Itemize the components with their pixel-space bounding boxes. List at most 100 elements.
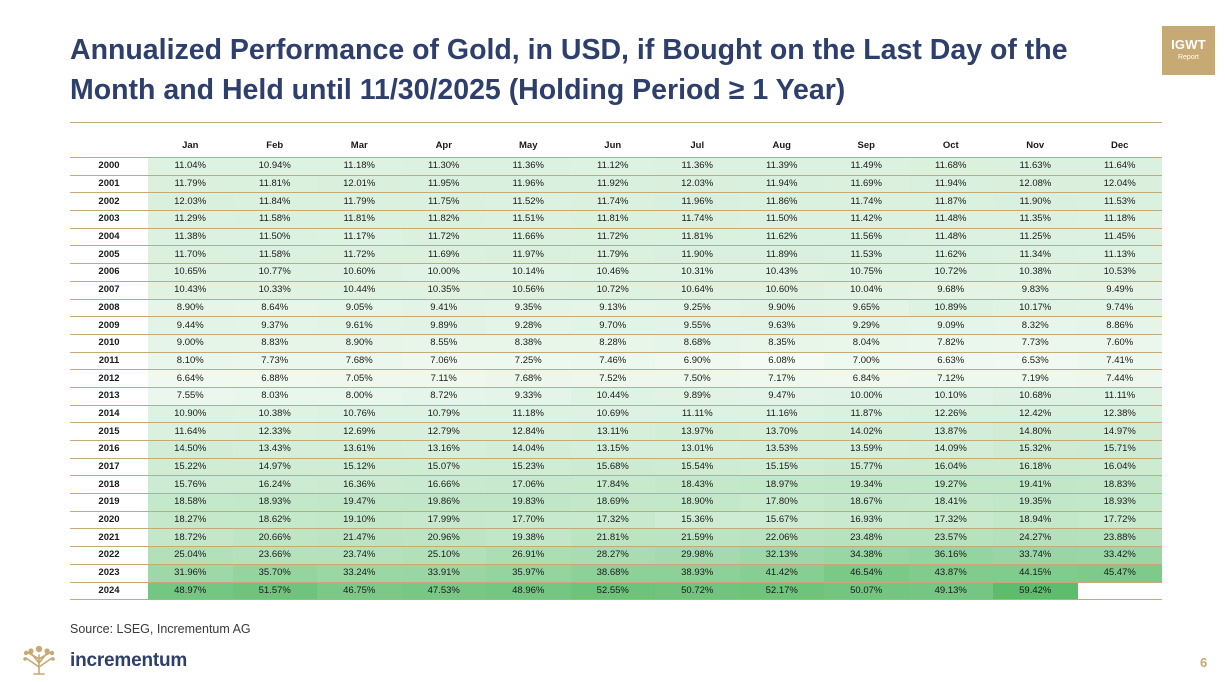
heatmap-cell-2013-dec: 11.11%: [1077, 387, 1162, 406]
heatmap-cell-2014-apr: 10.79%: [401, 405, 486, 424]
heatmap-cell-2014-mar: 10.76%: [317, 405, 402, 424]
heatmap-cell-2006-oct: 10.72%: [908, 263, 993, 282]
heatmap-cell-2004-sep: 11.56%: [824, 228, 909, 247]
heatmap-cell-2004-may: 11.66%: [486, 228, 571, 247]
heatmap-cell-2005-dec: 11.13%: [1077, 245, 1162, 265]
heatmap-cell-2021-mar: 21.47%: [317, 528, 402, 548]
heatmap-row-2010: 2010 9.00% 8.83% 8.90% 8.55% 8.38% 8.28% 8.68% 8…: [70, 334, 1162, 353]
heatmap-cell-2006-mar: 10.60%: [317, 263, 402, 282]
heatmap-cell-2021-jul: 21.59%: [655, 528, 740, 548]
year-label-2001: 2001: [70, 175, 148, 194]
heatmap-row-2005: 2005 11.70% 11.58% 11.72% 11.69% 11.97% 11.79%…: [70, 245, 1162, 265]
heatmap-cell-2015-sep: 14.02%: [824, 422, 909, 441]
heatmap-cell-2015-aug: 13.70%: [739, 422, 824, 441]
heatmap-cell-2011-jul: 6.90%: [655, 352, 740, 371]
heatmap-cell-2019-jan: 18.58%: [148, 493, 233, 512]
heatmap-cell-2001-may: 11.96%: [486, 175, 571, 194]
heatmap-cell-2004-aug: 11.62%: [739, 228, 824, 247]
heatmap-cell-2002-jun: 11.74%: [570, 192, 655, 212]
heatmap-cell-2011-aug: 6.08%: [739, 352, 824, 371]
heatmap-cell-2023-apr: 33.91%: [401, 564, 486, 583]
heatmap-cell-2023-aug: 41.42%: [739, 564, 824, 583]
heatmap-cell-2017-oct: 16.04%: [908, 458, 993, 477]
heatmap-cell-2008-apr: 9.41%: [401, 299, 486, 318]
year-label-2000: 2000: [70, 157, 148, 176]
heatmap-cell-2018-jul: 18.43%: [655, 475, 740, 495]
heatmap-cell-2013-sep: 10.00%: [824, 387, 909, 406]
heatmap-cell-2016-dec: 15.71%: [1077, 440, 1162, 459]
heatmap-row-2009: 2009 9.44% 9.37% 9.61% 9.89% 9.28% 9.70% 9.55% 9…: [70, 316, 1162, 335]
heatmap-cell-2014-may: 11.18%: [486, 405, 571, 424]
month-header-jul: Jul: [690, 139, 705, 151]
heatmap-cell-2008-dec: 9.74%: [1077, 299, 1162, 318]
heatmap-cell-2024-jul: 50.72%: [655, 582, 740, 601]
corner-cell: [70, 133, 148, 158]
heatmap-cell-2002-aug: 11.86%: [739, 192, 824, 212]
heatmap-cell-2016-mar: 13.61%: [317, 440, 402, 459]
heatmap-cell-2018-apr: 16.66%: [401, 475, 486, 495]
heatmap-cell-2021-aug: 22.06%: [739, 528, 824, 548]
heatmap-cell-2022-nov: 33.74%: [993, 546, 1078, 565]
heatmap-cell-2019-nov: 19.35%: [993, 493, 1078, 512]
heatmap-cell-2014-jan: 10.90%: [148, 405, 233, 424]
heatmap-cell-2011-jan: 8.10%: [148, 352, 233, 371]
heatmap-cell-2019-dec: 18.93%: [1077, 493, 1162, 512]
month-header-nov: Nov: [1026, 139, 1045, 151]
heatmap-cell-2010-jul: 8.68%: [655, 334, 740, 353]
heatmap-row-2018: 2018 15.76% 16.24% 16.36% 16.66% 17.06% 17.84%…: [70, 475, 1162, 495]
heatmap-cell-2022-may: 26.91%: [486, 546, 571, 565]
heatmap-cell-2021-dec: 23.88%: [1077, 528, 1162, 548]
heatmap-cell-2001-sep: 11.69%: [824, 175, 909, 194]
heatmap-cell-2020-dec: 17.72%: [1077, 511, 1162, 530]
heatmap-cell-2019-jun: 18.69%: [570, 493, 655, 512]
heatmap-cell-2002-jan: 12.03%: [148, 192, 233, 212]
month-header-sep: Sep: [857, 139, 875, 151]
year-label-2010: 2010: [70, 334, 148, 353]
heatmap-cell-2018-dec: 18.83%: [1077, 475, 1162, 495]
month-header-jan: Jan: [182, 139, 199, 151]
year-label-2003: 2003: [70, 210, 148, 229]
heatmap-cell-2015-jul: 13.97%: [655, 422, 740, 441]
heatmap-cell-2011-jun: 7.46%: [570, 352, 655, 371]
heatmap-row-2020: 2020 18.27% 18.62% 19.10% 17.99% 17.70% 17.32%…: [70, 511, 1162, 530]
heatmap-cell-2022-sep: 34.38%: [824, 546, 909, 565]
heatmap-cell-2000-jul: 11.36%: [655, 157, 740, 176]
heatmap-table: Jan Feb Mar Apr May Jun Jul Aug Sep Oct Nov Dec 200…: [70, 133, 1162, 601]
heatmap-cell-2001-feb: 11.81%: [232, 175, 317, 194]
heatmap-cell-2010-nov: 7.73%: [993, 334, 1078, 353]
heatmap-cell-2018-aug: 18.97%: [739, 475, 824, 495]
heatmap-cell-2019-oct: 18.41%: [908, 493, 993, 512]
heatmap-cell-2008-nov: 10.17%: [993, 299, 1078, 318]
heatmap-cell-2017-mar: 15.12%: [317, 458, 402, 477]
heatmap-cell-2014-aug: 11.16%: [739, 405, 824, 424]
heatmap-cell-2006-jul: 10.31%: [655, 263, 740, 282]
heatmap-cell-2019-may: 19.83%: [486, 493, 571, 512]
heatmap-cell-2022-jul: 29.98%: [655, 546, 740, 565]
heatmap-cell-2005-may: 11.97%: [486, 245, 571, 265]
year-label-2004: 2004: [70, 228, 148, 247]
heatmap-cell-2007-may: 10.56%: [486, 281, 571, 300]
heatmap-cell-2022-jan: 25.04%: [148, 546, 233, 565]
heatmap-cell-2009-aug: 9.63%: [739, 316, 824, 335]
heatmap-cell-2003-may: 11.51%: [486, 210, 571, 229]
heatmap-cell-2008-sep: 9.65%: [824, 299, 909, 318]
heatmap-cell-2023-nov: 44.15%: [993, 564, 1078, 583]
heatmap-cell-2000-jan: 11.04%: [148, 157, 233, 176]
heatmap-cell-2020-nov: 18.94%: [993, 511, 1078, 530]
heatmap-cell-2007-jan: 10.43%: [148, 281, 233, 300]
title-divider: [70, 122, 1162, 123]
heatmap-cell-2002-jul: 11.96%: [655, 192, 740, 212]
heatmap-cell-2009-may: 9.28%: [486, 316, 571, 335]
heatmap-cell-2011-mar: 7.68%: [317, 352, 402, 371]
heatmap-cell-2010-aug: 8.35%: [739, 334, 824, 353]
heatmap-cell-2018-mar: 16.36%: [317, 475, 402, 495]
month-header-dec: Dec: [1111, 139, 1129, 151]
igwt-report-badge: IGWT Report: [1162, 26, 1215, 75]
heatmap-cell-2010-oct: 7.82%: [908, 334, 993, 353]
heatmap-cell-2018-feb: 16.24%: [232, 475, 317, 495]
heatmap-cell-2016-nov: 15.32%: [993, 440, 1078, 459]
heatmap-cell-2016-jun: 13.15%: [570, 440, 655, 459]
heatmap-row-2003: 2003 11.29% 11.58% 11.81% 11.82% 11.51% 11.81%…: [70, 210, 1162, 229]
heatmap-cell-2016-jan: 14.50%: [148, 440, 233, 459]
year-label-2005: 2005: [70, 245, 148, 265]
